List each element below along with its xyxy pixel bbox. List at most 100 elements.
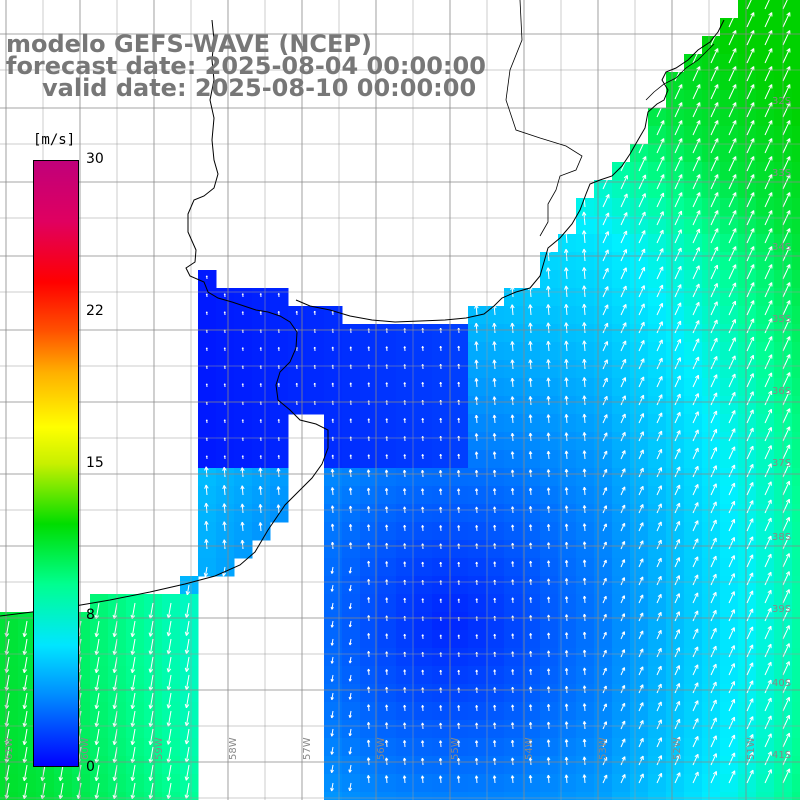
field-cell	[432, 414, 451, 433]
field-cell	[468, 702, 487, 721]
wind-arrow	[510, 488, 515, 496]
wind-arrow	[582, 685, 587, 694]
field-cell	[360, 648, 379, 667]
wind-arrow	[564, 560, 569, 568]
field-cell	[540, 702, 559, 721]
wind-arrow	[367, 418, 370, 424]
field-cell	[612, 216, 631, 235]
wind-arrow	[656, 284, 664, 298]
wind-arrow	[185, 584, 191, 596]
field-cell	[648, 414, 667, 433]
field-cell	[630, 198, 649, 217]
field-cell	[648, 342, 667, 361]
field-cell	[630, 738, 649, 757]
wind-arrow	[710, 609, 717, 622]
longitude-label: 52W	[672, 737, 683, 760]
field-cell	[270, 414, 289, 433]
field-cell	[468, 720, 487, 739]
field-cell	[504, 360, 523, 379]
field-cell	[468, 324, 487, 343]
wind-arrow	[710, 735, 717, 748]
wind-arrow	[728, 355, 736, 370]
field-cell	[666, 756, 685, 775]
field-cell	[360, 774, 379, 793]
wind-arrow	[439, 705, 443, 712]
field-cell	[684, 360, 703, 379]
field-cell	[630, 216, 649, 235]
wind-arrow	[692, 120, 701, 136]
field-cell	[630, 630, 649, 649]
wind-arrow	[638, 449, 644, 460]
field-cell	[360, 720, 379, 739]
wind-arrow	[546, 322, 551, 334]
field-cell	[216, 450, 235, 469]
wind-arrow	[674, 754, 681, 766]
wind-arrow	[746, 84, 755, 100]
wind-arrow	[277, 311, 280, 316]
wind-arrow	[402, 775, 407, 784]
field-cell	[414, 504, 433, 523]
wind-arrow	[728, 716, 736, 730]
wind-arrow	[692, 338, 700, 352]
wind-arrow	[259, 455, 262, 460]
longitude-label: 51W	[746, 737, 757, 760]
wind-arrow	[620, 649, 626, 658]
field-cell	[504, 702, 523, 721]
field-cell	[720, 540, 739, 559]
field-cell	[648, 594, 667, 613]
field-cell	[594, 522, 613, 541]
wind-arrow	[330, 692, 334, 701]
wind-arrow	[674, 265, 682, 280]
field-cell	[792, 414, 800, 433]
field-cell	[342, 450, 361, 469]
wind-arrow	[656, 394, 663, 406]
wind-arrow	[528, 322, 533, 334]
field-cell	[324, 468, 343, 487]
wind-arrow	[403, 561, 407, 568]
field-cell	[504, 378, 523, 397]
field-cell	[792, 162, 800, 181]
wind-arrow	[656, 448, 663, 460]
wind-arrow	[728, 518, 736, 532]
field-cell	[396, 702, 415, 721]
field-cell	[450, 792, 469, 800]
field-cell	[576, 252, 595, 271]
wind-arrow	[582, 358, 587, 370]
wind-arrow	[546, 432, 551, 442]
wind-arrow	[782, 607, 790, 622]
wind-arrow	[782, 408, 791, 424]
field-cell	[450, 738, 469, 757]
field-cell	[270, 432, 289, 451]
field-cell	[378, 360, 397, 379]
wind-arrow	[223, 311, 226, 316]
field-cell	[666, 450, 685, 469]
field-cell	[648, 702, 667, 721]
field-cell	[396, 468, 415, 487]
field-cell	[414, 540, 433, 559]
wind-arrow	[421, 382, 425, 388]
wind-arrow	[728, 337, 736, 352]
field-cell	[612, 558, 631, 577]
field-cell	[576, 504, 595, 523]
wind-arrow	[457, 453, 461, 460]
field-cell	[648, 684, 667, 703]
latitude-label: 38S	[772, 532, 791, 543]
field-cell	[378, 702, 397, 721]
field-cell	[612, 360, 631, 379]
field-cell	[486, 324, 505, 343]
wind-arrow	[746, 734, 754, 748]
wind-arrow	[764, 0, 770, 10]
wind-arrow	[582, 721, 587, 730]
field-cell	[270, 450, 289, 469]
field-cell	[414, 792, 433, 800]
wind-arrow	[674, 665, 681, 676]
wind-arrow	[746, 300, 755, 316]
field-cell	[486, 558, 505, 577]
wind-arrow	[112, 656, 118, 674]
field-cell	[360, 360, 379, 379]
field-cell	[612, 522, 631, 541]
field-cell	[738, 378, 757, 397]
field-cell	[342, 468, 361, 487]
field-cell	[558, 396, 577, 415]
field-cell	[486, 468, 505, 487]
